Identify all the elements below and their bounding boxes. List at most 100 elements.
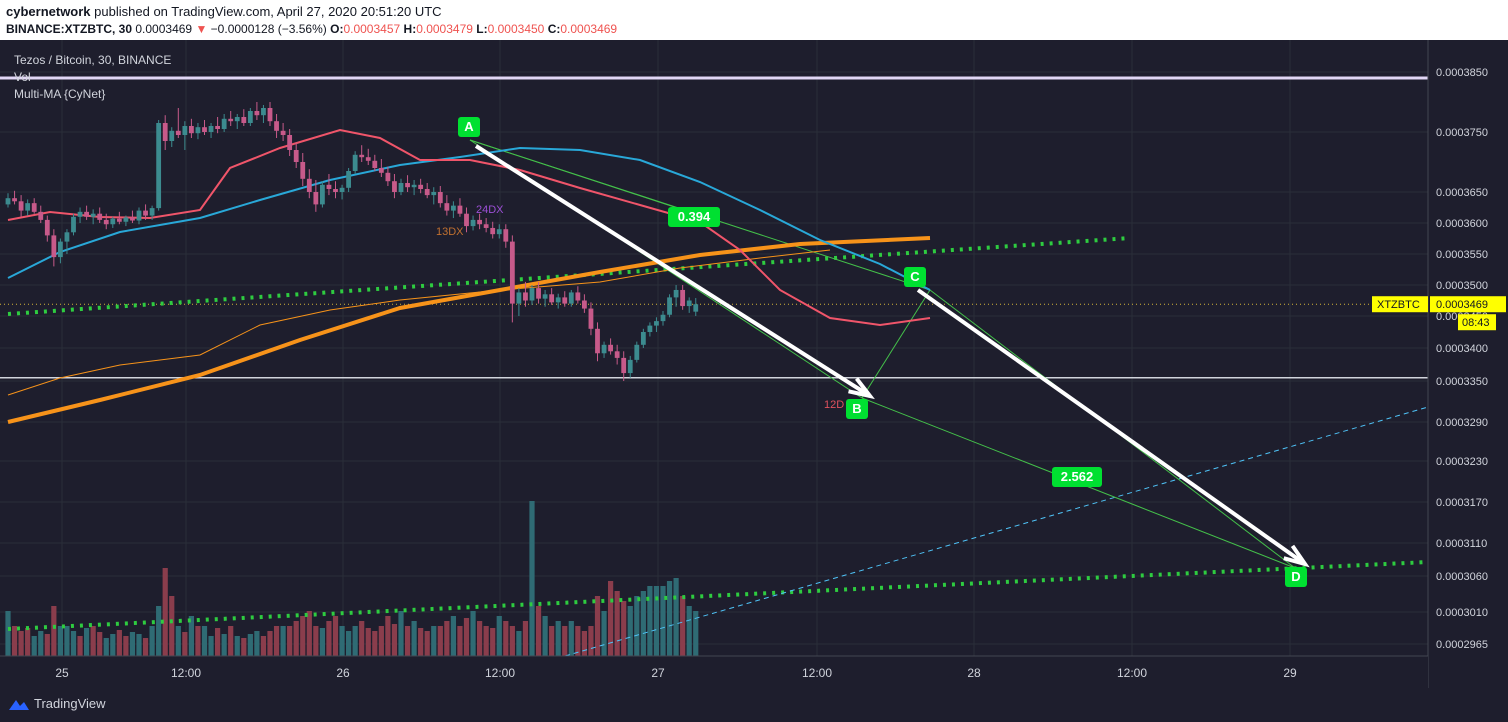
candle-body — [77, 211, 83, 217]
candle-body — [549, 294, 555, 303]
candle-body — [464, 213, 469, 227]
legend-multi-ma[interactable]: Multi-MA {CyNet} — [14, 87, 106, 101]
volume-bar — [522, 621, 529, 656]
label-box-2 — [904, 267, 926, 287]
chart-grid — [0, 40, 1428, 656]
candle-body — [451, 205, 456, 211]
candle-body — [254, 111, 260, 116]
annotation-label-2: C — [910, 269, 920, 284]
ma-fast — [7, 128, 931, 327]
volume-bar — [680, 596, 686, 656]
volume-bar — [562, 626, 568, 656]
candle-body — [313, 192, 319, 205]
volume-bar — [293, 621, 299, 656]
candle-body — [378, 168, 384, 173]
arrow-c-to-d-head — [1283, 544, 1310, 568]
legend-title[interactable]: Tezos / Bitcoin, 30, BINANCE — [14, 53, 172, 67]
volume-bar — [169, 596, 175, 656]
candle-body — [339, 187, 345, 192]
candle-body — [562, 297, 568, 304]
volume-bar — [372, 631, 378, 656]
ma-label-13dx: 13DX — [436, 226, 464, 238]
candle-body — [483, 224, 489, 228]
price-tag-value: 0.0003469 — [1436, 299, 1488, 311]
symbol-label: BINANCE:XTZBTC, 30 — [6, 22, 133, 36]
volume-bar — [51, 606, 57, 656]
candle-body — [647, 325, 653, 332]
low-value: 0.0003450 — [487, 22, 545, 36]
volume-bar — [44, 634, 50, 656]
candle-body — [503, 229, 509, 242]
candle-body — [103, 219, 109, 225]
volume-bar — [77, 636, 83, 656]
volume-bar — [162, 568, 168, 656]
time-tick-label: 12:00 — [1117, 666, 1147, 680]
candle-body — [175, 130, 181, 135]
candle-body — [90, 213, 96, 217]
candle-body — [418, 184, 424, 189]
volume-bar — [424, 631, 430, 656]
volume-bar — [313, 626, 319, 656]
candle-body — [293, 150, 299, 162]
volume-bar — [201, 626, 208, 656]
support-dotted-lower — [7, 560, 1429, 631]
volume-bar — [175, 626, 181, 656]
publish-line: cybernetwork published on TradingView.co… — [6, 4, 442, 19]
label-box-3 — [1285, 567, 1307, 587]
candle-body — [247, 111, 253, 123]
candle-body — [123, 217, 129, 222]
high-label: H: — [403, 22, 417, 36]
arrow-c-to-d — [916, 288, 1307, 566]
volume-bar — [549, 626, 555, 656]
candle-body — [555, 297, 561, 303]
time-tick-label: 12:00 — [802, 666, 832, 680]
countdown-label: 08:43 — [1462, 317, 1490, 329]
candle-body — [490, 227, 496, 235]
candle-body — [634, 344, 640, 360]
price-tick-label: 0.0003650 — [1436, 187, 1488, 199]
volume-bar — [18, 631, 24, 656]
price-tick-label: 0.0003550 — [1436, 249, 1488, 261]
volume-bar — [594, 596, 601, 656]
candle-body — [496, 229, 502, 235]
cyan-dashed-trend — [564, 406, 1429, 657]
volume-bar — [208, 636, 214, 656]
candle-body — [58, 241, 63, 258]
candle-body — [97, 213, 103, 220]
volume-bar — [260, 636, 267, 656]
annotations: A B C D 0.394 2.562 24DX 13DX 12D — [436, 117, 1310, 587]
legend-volume[interactable]: Vol — [14, 70, 31, 84]
candle-body — [424, 189, 430, 196]
volume-bar — [418, 628, 424, 656]
time-axis-bg — [0, 656, 1428, 688]
candle-body — [477, 219, 482, 225]
price-tick-label: 0.0003500 — [1436, 280, 1488, 292]
candle-body — [601, 344, 607, 354]
price-tick-label: 0.0002965 — [1436, 639, 1488, 651]
tradingview-logo-icon[interactable] — [8, 697, 30, 711]
volume-bar — [110, 634, 116, 656]
brand-name[interactable]: TradingView — [34, 696, 106, 711]
candle-body — [5, 198, 11, 205]
volume-bar — [535, 606, 542, 656]
price-tick-label: 0.0003010 — [1436, 607, 1488, 619]
volume-bar — [326, 621, 332, 656]
volume-bar — [319, 628, 325, 656]
moving-averages — [7, 128, 931, 424]
volume-bar — [90, 626, 96, 656]
volume-bar — [404, 626, 411, 656]
price-change: −0.0000128 (−3.56%) — [210, 22, 327, 36]
publisher-name[interactable]: cybernetwork — [6, 4, 91, 19]
volume-bar — [332, 616, 339, 656]
candle-body — [523, 292, 528, 301]
volume-bar — [11, 626, 18, 656]
volume-bar — [31, 636, 37, 656]
candle-body — [169, 130, 175, 141]
volume-bar — [385, 616, 391, 656]
candle-body — [241, 117, 247, 123]
volume-bar — [621, 601, 627, 656]
volume-bar — [149, 626, 155, 656]
candle-body — [143, 210, 148, 216]
price-tick-label: 0.0003230 — [1436, 456, 1488, 468]
